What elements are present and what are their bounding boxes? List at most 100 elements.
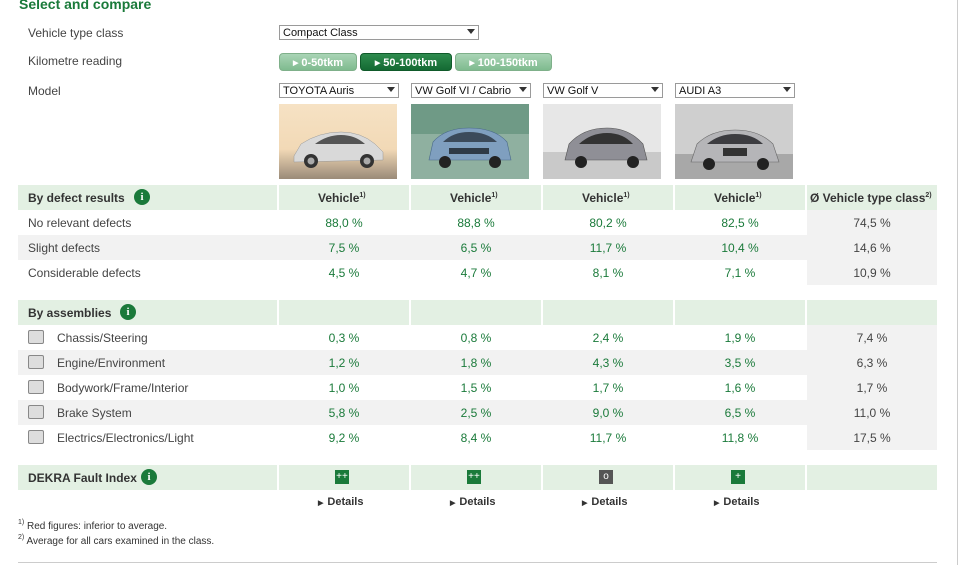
assemblies-value-cell: 1,8 % [460, 356, 492, 370]
page-title: Select and compare [19, 0, 152, 12]
assemblies-header-label-cell: By assemblies i [18, 300, 277, 325]
fault-index-icon-3: o [599, 470, 613, 484]
chevron-down-icon [467, 29, 475, 34]
vehicle-type-label: Vehicle type class [28, 26, 124, 40]
assemblies-value-cell: 2,5 % [460, 406, 492, 420]
km-button-0-50[interactable]: ▶ 0-50tkm [279, 53, 357, 71]
details-link-1[interactable]: ▶ Details [318, 496, 364, 508]
assemblies-header-cell [279, 300, 409, 325]
play-icon: ▶ [714, 500, 720, 507]
play-icon: ▶ [293, 60, 299, 67]
assemblies-average-cell: 6,3 % [856, 356, 888, 370]
average-cell-bg [807, 260, 937, 285]
details-link-3[interactable]: ▶ Details [582, 496, 628, 508]
row-band [18, 235, 937, 260]
assemblies-average-cell: 7,4 % [856, 331, 888, 345]
assemblies-value-cell: 0,8 % [460, 331, 492, 345]
fault-index-icon-1: ++ [335, 470, 349, 484]
chevron-down-icon [519, 87, 527, 92]
model-label: Model [28, 84, 61, 98]
play-icon: ▶ [318, 500, 324, 507]
defects-average-cell: 14,6 % [853, 241, 891, 255]
defects-value-cell: 10,4 % [721, 241, 759, 255]
chevron-down-icon [783, 87, 791, 92]
assemblies-average-cell: 17,5 % [853, 431, 891, 445]
assemblies-header-cell [411, 300, 541, 325]
assemblies-value-cell: 1,0 % [328, 381, 360, 395]
vehicle-header-1: Vehicle1) [279, 185, 409, 210]
assemblies-value-cell: 1,9 % [724, 331, 756, 345]
average-cell-bg [807, 210, 937, 235]
assemblies-average-cell: 1,7 % [856, 381, 888, 395]
model-select-4[interactable]: AUDI A3 [675, 83, 795, 98]
brake-icon [28, 405, 44, 419]
assemblies-value-cell: 1,5 % [460, 381, 492, 395]
vehicle-type-select[interactable]: Compact Class [279, 25, 479, 40]
play-icon: ▶ [469, 60, 475, 67]
km-label: Kilometre reading [28, 54, 123, 68]
play-icon: ▶ [374, 60, 381, 67]
assemblies-section-title: By assemblies [28, 306, 112, 320]
fault-index-label-cell: DEKRA Fault Index i [18, 465, 277, 490]
average-cell-bg [807, 235, 937, 260]
assemblies-value-cell: 6,5 % [724, 406, 756, 420]
defects-value-cell: 7,5 % [328, 241, 360, 255]
defects-average-cell: 74,5 % [853, 216, 891, 230]
defects-row-label: No relevant defects [28, 216, 132, 230]
footnote-1: 1) Red figures: inferior to average. [18, 519, 168, 532]
defects-average-cell: 10,9 % [853, 266, 891, 280]
row-band [18, 350, 937, 375]
km-button-100-150[interactable]: ▶ 100-150tkm [455, 53, 552, 71]
engine-icon [28, 355, 44, 369]
info-icon[interactable]: i [120, 304, 136, 320]
car-image-golf-v [543, 104, 661, 179]
chassis-icon [28, 330, 44, 344]
defects-row-label: Slight defects [28, 241, 101, 255]
defects-value-cell: 8,1 % [592, 266, 624, 280]
chevron-down-icon [387, 87, 395, 92]
details-link-4[interactable]: ▶ Details [714, 496, 760, 508]
info-icon[interactable]: i [141, 469, 157, 485]
defects-section-title: By defect results [28, 191, 125, 205]
average-cell-bg [807, 350, 937, 375]
vehicle-header-2: Vehicle1) [411, 185, 541, 210]
defects-row-label: Considerable defects [28, 266, 141, 280]
defects-value-cell: 7,1 % [724, 266, 756, 280]
model-select-1[interactable]: TOYOTA Auris [279, 83, 399, 98]
play-icon: ▶ [582, 500, 588, 507]
assemblies-row-label: Electrics/Electronics/Light [57, 431, 194, 445]
car-image-golf-vi [411, 104, 529, 179]
assemblies-value-cell: 11,8 % [721, 431, 759, 445]
details-link-2[interactable]: ▶ Details [450, 496, 496, 508]
assemblies-header-cell [807, 300, 937, 325]
defects-value-cell: 4,7 % [460, 266, 492, 280]
assemblies-value-cell: 11,7 % [589, 431, 627, 445]
chevron-down-icon [651, 87, 659, 92]
row-band [18, 400, 937, 425]
assemblies-value-cell: 1,7 % [592, 381, 624, 395]
bottom-divider [18, 562, 937, 563]
defects-value-cell: 88,0 % [325, 216, 363, 230]
assemblies-value-cell: 1,6 % [724, 381, 756, 395]
assemblies-header-cell [543, 300, 673, 325]
average-cell-bg [807, 325, 937, 350]
model-select-2[interactable]: VW Golf VI / Cabrio [411, 83, 531, 98]
footnote-2: 2) Average for all cars examined in the … [18, 534, 215, 547]
assemblies-value-cell: 2,4 % [592, 331, 624, 345]
play-icon: ▶ [450, 500, 456, 507]
info-icon[interactable]: i [134, 189, 150, 205]
model-select-3[interactable]: VW Golf V [543, 83, 663, 98]
defects-value-cell: 88,8 % [457, 216, 495, 230]
car-image-toyota [279, 104, 397, 179]
assemblies-row-label: Chassis/Steering [57, 331, 148, 345]
battery-icon [28, 430, 44, 444]
car-image-audi-a3 [675, 104, 793, 179]
assemblies-header-cell [675, 300, 805, 325]
right-divider [957, 0, 958, 565]
fault-index-icon-4: + [731, 470, 745, 484]
defects-header-label-cell: By defect results i [18, 185, 277, 210]
km-button-50-100[interactable]: ▶ 50-100tkm [360, 53, 452, 71]
defects-value-cell: 4,5 % [328, 266, 360, 280]
assemblies-value-cell: 3,5 % [724, 356, 756, 370]
vehicle-type-value: Compact Class [283, 27, 358, 39]
